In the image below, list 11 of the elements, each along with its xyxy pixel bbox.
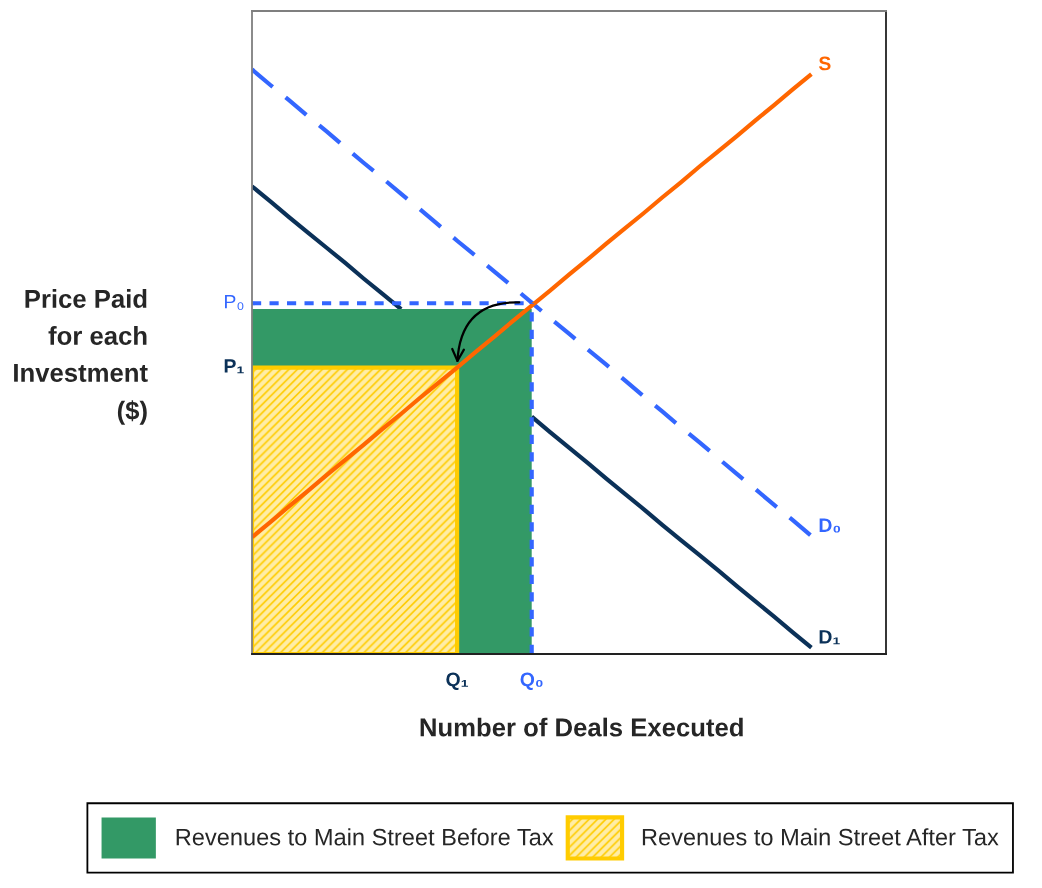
series-label: S xyxy=(818,56,831,71)
ref-line-label: P₀ xyxy=(225,294,244,311)
x-tick-label: Q₀ xyxy=(520,672,543,690)
x-tick-label: Q₁ xyxy=(446,672,469,690)
text: P₁ xyxy=(224,359,244,374)
x-axis-title: Number of Deals Executed xyxy=(420,717,743,737)
series-label: D₁ xyxy=(819,630,840,645)
y-axis-title: Price Paid for each Investment ($) xyxy=(14,289,148,425)
legend-label: Revenues to Main Street After Tax xyxy=(642,828,999,846)
series-label: D₀ xyxy=(819,518,841,533)
legend-label: Revenues to Main Street Before Tax xyxy=(176,828,554,846)
